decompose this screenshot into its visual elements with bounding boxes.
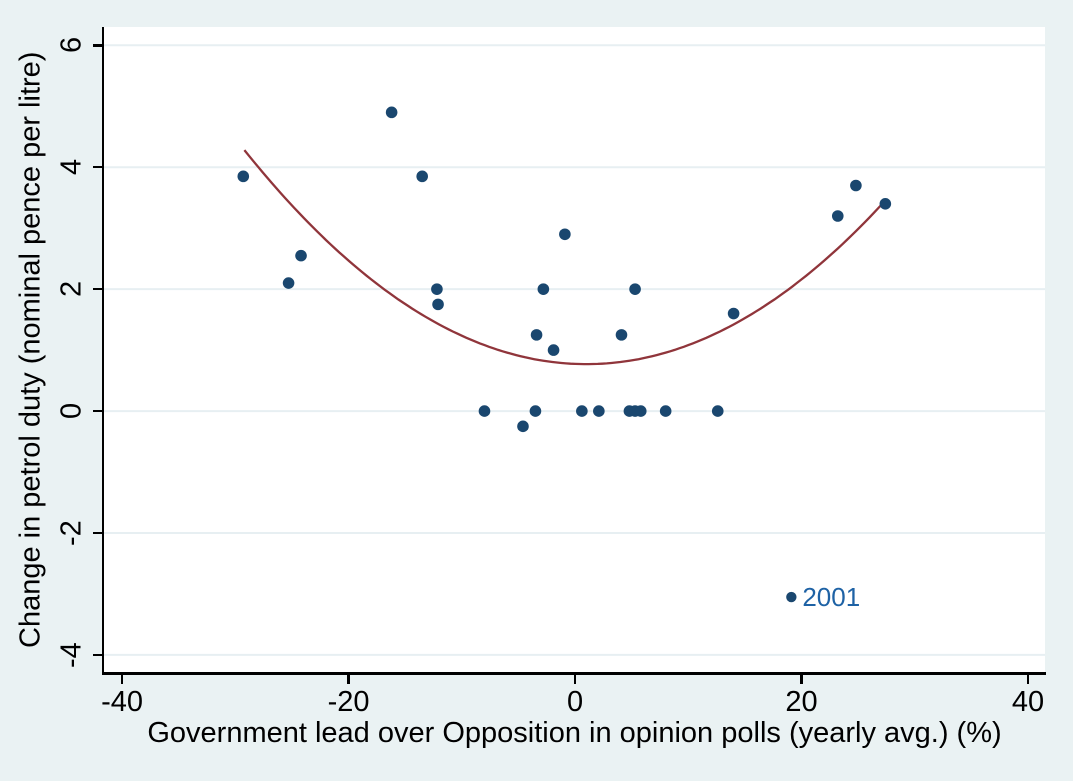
- y-tick-label: 4: [55, 159, 88, 176]
- labeled-data-point: [786, 591, 797, 603]
- y-tick-label: 0: [55, 403, 88, 420]
- x-tick-mark: [120, 674, 124, 684]
- x-tick-label: 0: [566, 686, 584, 718]
- x-tick-mark: [1026, 674, 1030, 684]
- y-tick-mark: [92, 409, 102, 413]
- x-tick-label: -20: [327, 686, 370, 718]
- y-axis-line: [101, 27, 104, 675]
- data-point: [615, 329, 628, 341]
- y-tick-label: 6: [55, 37, 88, 54]
- data-point: [634, 405, 647, 417]
- fit-curve: [243, 149, 884, 366]
- data-point: [727, 307, 740, 320]
- data-point: [385, 106, 398, 119]
- data-point: [295, 249, 307, 262]
- data-point: [530, 329, 543, 341]
- data-point: [282, 277, 295, 289]
- data-point: [659, 405, 672, 417]
- y-tick-mark: [92, 287, 102, 291]
- data-point: [593, 405, 605, 417]
- data-point: [831, 210, 844, 222]
- x-tick-mark: [347, 674, 350, 684]
- x-axis-line: [101, 672, 1046, 675]
- x-tick-label: 20: [785, 686, 818, 718]
- data-point: [629, 283, 641, 295]
- data-point: [576, 405, 588, 417]
- x-tick-label: -40: [101, 686, 144, 718]
- data-point: [529, 405, 542, 417]
- data-point: [537, 283, 550, 295]
- data-point: [432, 298, 444, 311]
- x-axis-title: Government lead over Opposition in opini…: [147, 717, 1002, 749]
- data-point: [416, 170, 428, 183]
- data-point: [431, 283, 443, 295]
- data-point: [517, 420, 529, 433]
- y-axis-title: Change in petrol duty (nominal pence per…: [14, 51, 47, 648]
- y-tick-mark: [92, 165, 102, 169]
- y-tick-mark: [92, 653, 102, 657]
- point-year-label: 2001: [802, 582, 860, 612]
- plot-area: [104, 27, 1045, 672]
- y-tick-label: -2: [55, 520, 88, 546]
- x-tick-mark: [800, 674, 803, 684]
- y-tick-label: 2: [55, 281, 88, 298]
- data-point: [879, 197, 892, 210]
- data-point: [559, 228, 571, 241]
- data-point: [237, 170, 250, 183]
- data-point: [478, 405, 491, 417]
- y-tick-label: -4: [55, 642, 88, 668]
- x-tick-label: 40: [1011, 686, 1045, 718]
- y-tick-mark: [92, 44, 102, 47]
- data-point: [547, 344, 560, 356]
- data-point: [850, 179, 862, 192]
- x-tick-mark: [573, 674, 577, 684]
- y-tick-mark: [92, 531, 102, 535]
- data-point: [711, 405, 724, 417]
- chart-canvas: 2001: [104, 44, 1045, 656]
